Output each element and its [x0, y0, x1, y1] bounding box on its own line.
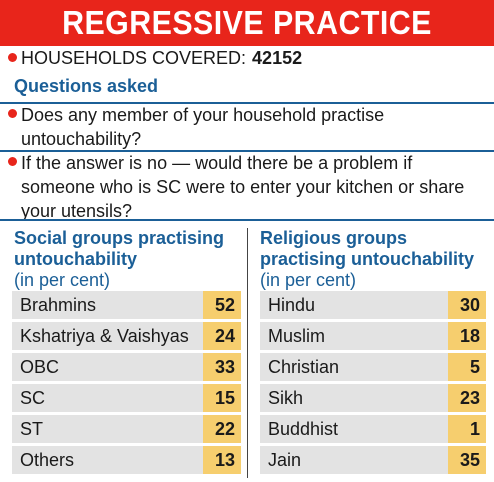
- households-value: 42152: [252, 48, 303, 68]
- table-row: SC 15: [12, 384, 241, 412]
- divider: [0, 150, 494, 152]
- table-row: Brahmins 52: [12, 291, 241, 319]
- group-name: Hindu: [268, 295, 316, 315]
- table-row: Kshatriya & Vaishyas 24: [12, 322, 241, 350]
- group-name: Christian: [268, 357, 340, 377]
- group-value: 5: [448, 353, 486, 381]
- table-row: OBC 33: [12, 353, 241, 381]
- group-name: ST: [20, 419, 44, 439]
- social-groups-unit: (in per cent): [14, 270, 111, 290]
- group-name: Brahmins: [20, 295, 97, 315]
- group-value: 30: [448, 291, 486, 319]
- group-value: 18: [448, 322, 486, 350]
- group-name: OBC: [20, 357, 60, 377]
- group-value: 22: [203, 415, 241, 443]
- question-text: If the answer is no — would there be a p…: [21, 153, 465, 221]
- group-value: 33: [203, 353, 241, 381]
- social-groups-table: Brahmins 52 Kshatriya & Vaishyas 24 OBC 33 SC 1…: [12, 291, 241, 477]
- title-banner: REGRESSIVE PRACTICE: [0, 0, 494, 46]
- bullet-icon: [8, 157, 17, 166]
- households-label: HOUSEHOLDS COVERED:: [21, 48, 247, 68]
- questions-heading: Questions asked: [14, 76, 159, 96]
- divider: [0, 219, 494, 221]
- table-row: Jain 35: [260, 446, 486, 474]
- page-title: REGRESSIVE PRACTICE: [62, 4, 432, 41]
- column-divider: [247, 228, 248, 478]
- divider: [0, 102, 494, 104]
- group-value: 24: [203, 322, 241, 350]
- question-text: Does any member of your household practi…: [21, 105, 385, 149]
- group-value: 1: [448, 415, 486, 443]
- religious-groups-table: Hindu 30 Muslim 18 Christian 5 Sikh 23 Buddhist 1…: [260, 291, 486, 477]
- group-name: Kshatriya & Vaishyas: [20, 326, 189, 346]
- group-value: 15: [203, 384, 241, 412]
- table-row: Muslim 18: [260, 322, 486, 350]
- group-name: SC: [20, 388, 46, 408]
- table-row: Hindu 30: [260, 291, 486, 319]
- table-row: Others 13: [12, 446, 241, 474]
- group-name: Jain: [268, 450, 302, 470]
- question-item: Does any member of your household practi…: [8, 103, 484, 151]
- religious-groups-unit: (in per cent): [260, 270, 357, 290]
- social-groups-title: Social groups practising untouchability: [14, 228, 225, 269]
- group-value: 52: [203, 291, 241, 319]
- question-item: If the answer is no — would there be a p…: [8, 151, 484, 223]
- group-name: Muslim: [268, 326, 325, 346]
- bullet-icon: [8, 109, 17, 118]
- group-name: Sikh: [268, 388, 304, 408]
- table-row: Christian 5: [260, 353, 486, 381]
- social-groups-heading: Social groups practising untouchability …: [14, 228, 239, 291]
- households-line: HOUSEHOLDS COVERED: 42152: [8, 48, 302, 69]
- table-row: Sikh 23: [260, 384, 486, 412]
- group-value: 13: [203, 446, 241, 474]
- group-value: 35: [448, 446, 486, 474]
- religious-groups-heading: Religious groups practising untouchabili…: [260, 228, 485, 291]
- religious-groups-title: Religious groups practising untouchabili…: [260, 228, 475, 269]
- bullet-icon: [8, 53, 17, 62]
- group-name: Buddhist: [268, 419, 339, 439]
- group-value: 23: [448, 384, 486, 412]
- table-row: Buddhist 1: [260, 415, 486, 443]
- group-name: Others: [20, 450, 75, 470]
- table-row: ST 22: [12, 415, 241, 443]
